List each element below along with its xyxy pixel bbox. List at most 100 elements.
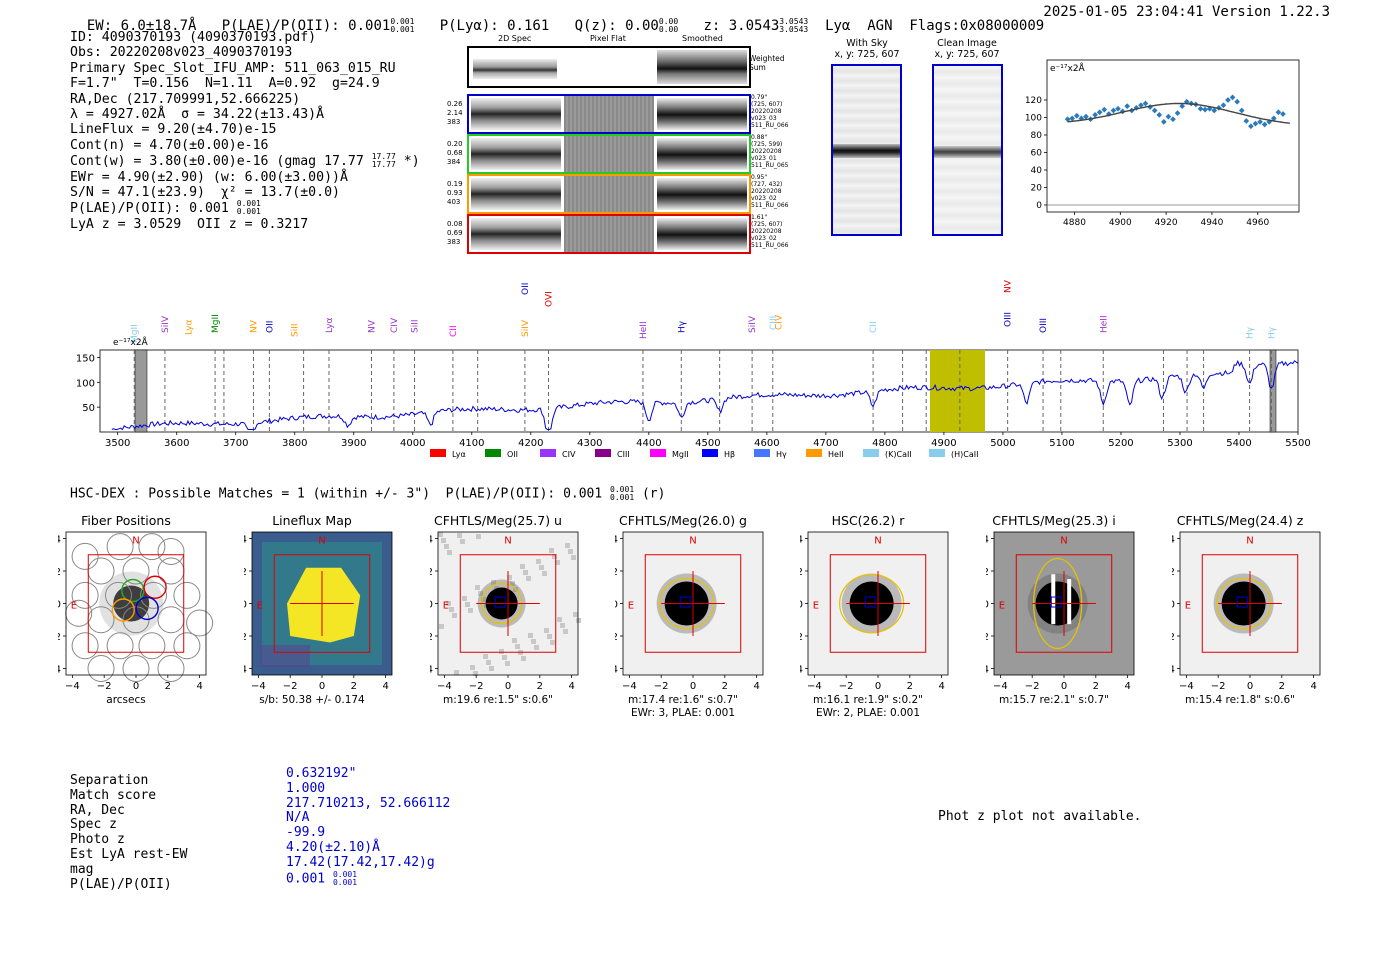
header-timestamp: 2025-01-05 23:04:41 Version 1.22.3 — [1043, 4, 1330, 20]
noise-pixel — [563, 629, 568, 634]
fiber-circle — [140, 581, 167, 609]
zoom-point — [1096, 109, 1103, 116]
noise-pixel — [476, 534, 481, 539]
spec-masked-left — [134, 349, 148, 433]
spec2d-right-value: 20220208 — [751, 228, 782, 235]
north-label: N — [1060, 535, 1067, 546]
noise-pixel — [565, 543, 570, 548]
fiber-circle — [138, 632, 166, 660]
cutout-plot: N E −4 −2 0 2 4 4 2 0 −2 −4 — [430, 531, 581, 692]
info-contw-hi: 17.77 — [371, 152, 396, 162]
zoom-plot-frame — [1046, 59, 1300, 213]
spec-xtick-label: 3600 — [164, 438, 189, 449]
spec-line-label: Lyα — [185, 319, 195, 335]
cutout-image — [808, 532, 948, 675]
zoom-point — [1170, 116, 1176, 123]
header-qz: Q(z): 0.00 — [574, 18, 659, 34]
photz-note: Phot z plot not available. — [938, 809, 1142, 824]
noise-pixel — [573, 612, 578, 617]
noise-pixel — [550, 640, 555, 645]
noise-pixel — [491, 580, 496, 585]
cutout-caption-2: EWr: 3, PLAE: 0.001 — [630, 707, 736, 719]
spec-legend-label: MgII — [672, 450, 689, 459]
cutout-plot: N E −4 −2 0 2 4 4 2 0 −2 −4 — [615, 531, 764, 692]
cutout-ytick-label: 0 — [58, 600, 61, 611]
cutout-ytick-label: −2 — [615, 632, 618, 643]
cutout-xtick-label: 0 — [1247, 681, 1253, 692]
spec2d-left-value: 0.19 — [447, 180, 463, 188]
noise-pixel — [547, 634, 552, 639]
spec2d-left-value: 403 — [447, 198, 461, 206]
cutout-ytick-label: 4 — [244, 535, 247, 546]
cutout-ytick-label: 4 — [430, 535, 433, 546]
header-z-lo: 3.0543 — [779, 25, 809, 34]
spec-ytick-label: 100 — [76, 378, 95, 389]
cutout-caption: m:15.7 re:2.1" s:0.7" — [999, 694, 1109, 706]
hsc-summary: HSC-DEX : Possible Matches = 1 (within +… — [70, 486, 665, 502]
spec-line-label: Hγ — [1246, 326, 1256, 339]
spec2d-row — [467, 134, 751, 174]
cutout-ytick-label: −2 — [244, 632, 247, 643]
cutout-xtick-label: 4 — [938, 681, 944, 692]
noise-pixel — [534, 645, 539, 650]
cutout-image — [438, 532, 581, 676]
spec-line-label: CIII — [769, 316, 779, 330]
cutout-ytick-label: 2 — [615, 567, 618, 578]
zoom-ytick-label: 20 — [1031, 184, 1043, 194]
north-label: N — [1246, 535, 1253, 546]
header-line: EW: 6.0±18.7Å P(LAE)/P(OII): 0.001 0.001 0… — [70, 2, 1044, 35]
spec-xticks: 3500 3600 3700 3800 3900 4000 4100 4200 4300 4400… — [105, 432, 1311, 449]
cutout-ytick-label: 2 — [430, 567, 433, 578]
spec-curve — [111, 359, 1299, 431]
zoom-point — [1243, 118, 1250, 124]
zoom-ytick-label: 120 — [1025, 96, 1042, 106]
weighted-2d-strip — [473, 59, 557, 79]
cutout-ytick-label: −2 — [986, 632, 989, 643]
spec2d-right-value: (725, 607) — [751, 101, 783, 108]
spec-xtick-label: 5100 — [1049, 438, 1074, 449]
info-primary: Primary Spec_Slot_IFU_AMP: 511_063_015_R… — [70, 60, 396, 76]
cutout-xtick-label: 0 — [505, 681, 511, 692]
cutout-title: CFHTLS/Meg(25.3) i — [992, 513, 1116, 528]
spec2d-right-value: v023_01 — [751, 155, 777, 162]
noise-pixel — [536, 559, 541, 564]
spec2d-row-left-label: 0.26 2.14 383 — [447, 100, 463, 127]
noise-pixel — [557, 617, 562, 622]
with-sky-xy: x, y: 725, 607 — [834, 49, 900, 60]
spec-legend-label: Hβ — [724, 450, 735, 459]
match-plae-hi: 0.001 — [332, 869, 358, 879]
cutout-ytick-label: −4 — [58, 665, 61, 676]
header-z-hi: 3.0543 — [779, 17, 809, 26]
info-contw-lo: 17.77 — [371, 160, 396, 170]
north-label: N — [689, 535, 696, 546]
zoom-point — [1280, 111, 1286, 117]
cutout-ytick-label: −4 — [1172, 665, 1175, 676]
fiber-circle — [173, 632, 201, 660]
noise-pixel — [446, 601, 451, 606]
info-ewr: EWr = 4.90(±2.90) (w: 6.00(±3.00))Å — [70, 169, 348, 185]
cutout-caption: m:15.4 re:1.8" s:0.6" — [1185, 694, 1295, 706]
noise-pixel — [449, 607, 454, 612]
spec2d-row — [467, 94, 751, 134]
cutout-ytick-label: −4 — [800, 665, 803, 676]
aperture-box — [1201, 554, 1299, 653]
weighted-sum-label: Weighted Sum — [749, 54, 785, 72]
info-contw-row: Cont(w) = 3.80(±0.00)e-16 (gmag 17.77 17… — [70, 152, 420, 170]
center-box — [1050, 596, 1062, 608]
spec2d-right-value: v023_02 — [751, 235, 777, 242]
noise-pixel — [483, 654, 488, 659]
info-plae: P(LAE)/P(OII): 0.001 — [70, 201, 229, 217]
noise-pixel — [531, 639, 536, 644]
noise-pixel — [489, 666, 494, 671]
noise-pixel — [452, 613, 457, 618]
cutout-xtick-label: −4 — [807, 681, 822, 692]
spec-xtick-label: 4300 — [577, 438, 602, 449]
info-plae-row: P(LAE)/P(OII): 0.001 0.001 0.001 — [70, 200, 420, 217]
spec-legend-swatch — [650, 449, 666, 457]
spec-xtick-label: 3700 — [223, 438, 248, 449]
center-box — [679, 596, 691, 608]
spec-yticks: 50 100 150 — [76, 353, 100, 414]
spec-legend-swatch — [863, 449, 879, 457]
cutout-caption: arcsecs — [106, 694, 146, 706]
cutout-xtick-label: 2 — [722, 681, 728, 692]
